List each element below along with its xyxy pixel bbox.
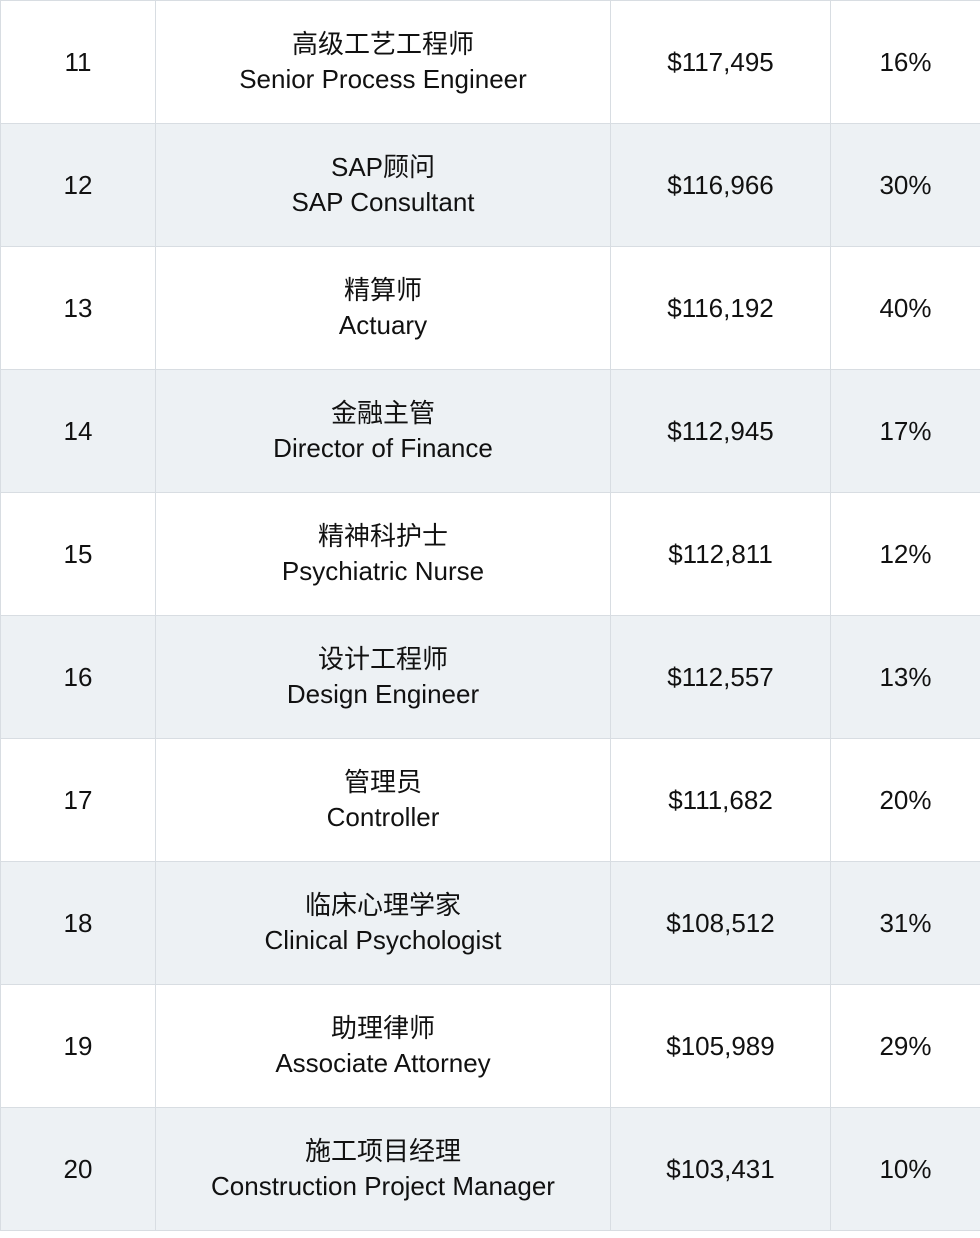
title-cell: SAP顾问SAP Consultant — [156, 124, 611, 247]
title-cn: 精神科护士 — [156, 519, 610, 554]
salary-cell: $111,682 — [611, 739, 831, 862]
title-cn: 施工项目经理 — [156, 1134, 610, 1169]
title-en: Associate Attorney — [156, 1046, 610, 1081]
title-cell: 精神科护士Psychiatric Nurse — [156, 493, 611, 616]
rank-cell: 16 — [1, 616, 156, 739]
title-en: Controller — [156, 800, 610, 835]
title-cn: 助理律师 — [156, 1011, 610, 1046]
title-cn: 金融主管 — [156, 396, 610, 431]
title-en: Clinical Psychologist — [156, 923, 610, 958]
title-cn: 管理员 — [156, 765, 610, 800]
title-cn: 临床心理学家 — [156, 888, 610, 923]
percent-cell: 40% — [831, 247, 980, 370]
title-cell: 精算师Actuary — [156, 247, 611, 370]
percent-cell: 17% — [831, 370, 980, 493]
rank-cell: 14 — [1, 370, 156, 493]
table-row: 16设计工程师Design Engineer$112,55713% — [1, 616, 980, 739]
percent-cell: 20% — [831, 739, 980, 862]
title-en: Design Engineer — [156, 677, 610, 712]
title-cn: 高级工艺工程师 — [156, 27, 610, 62]
percent-cell: 10% — [831, 1108, 980, 1231]
table-row: 11高级工艺工程师Senior Process Engineer$117,495… — [1, 1, 980, 124]
salary-cell: $112,557 — [611, 616, 831, 739]
title-cell: 管理员Controller — [156, 739, 611, 862]
title-en: Senior Process Engineer — [156, 62, 610, 97]
table-row: 18临床心理学家Clinical Psychologist$108,51231% — [1, 862, 980, 985]
table-row: 17管理员Controller$111,68220% — [1, 739, 980, 862]
salary-cell: $112,811 — [611, 493, 831, 616]
salary-cell: $117,495 — [611, 1, 831, 124]
title-en: Actuary — [156, 308, 610, 343]
table-row: 15精神科护士Psychiatric Nurse$112,81112% — [1, 493, 980, 616]
salary-cell: $116,192 — [611, 247, 831, 370]
table-row: 19助理律师Associate Attorney$105,98929% — [1, 985, 980, 1108]
title-cn: 精算师 — [156, 273, 610, 308]
title-cell: 施工项目经理Construction Project Manager — [156, 1108, 611, 1231]
percent-cell: 31% — [831, 862, 980, 985]
rank-cell: 20 — [1, 1108, 156, 1231]
salary-cell: $103,431 — [611, 1108, 831, 1231]
table-row: 14金融主管Director of Finance$112,94517% — [1, 370, 980, 493]
title-en: Construction Project Manager — [156, 1169, 610, 1204]
title-cell: 临床心理学家Clinical Psychologist — [156, 862, 611, 985]
percent-cell: 16% — [831, 1, 980, 124]
table-row: 13精算师Actuary$116,19240% — [1, 247, 980, 370]
rank-cell: 17 — [1, 739, 156, 862]
rank-cell: 13 — [1, 247, 156, 370]
rank-cell: 12 — [1, 124, 156, 247]
title-cell: 助理律师Associate Attorney — [156, 985, 611, 1108]
title-cell: 金融主管Director of Finance — [156, 370, 611, 493]
title-en: Psychiatric Nurse — [156, 554, 610, 589]
table-row: 12SAP顾问SAP Consultant$116,96630% — [1, 124, 980, 247]
title-cell: 设计工程师Design Engineer — [156, 616, 611, 739]
salary-cell: $116,966 — [611, 124, 831, 247]
percent-cell: 12% — [831, 493, 980, 616]
title-cn: 设计工程师 — [156, 642, 610, 677]
title-cell: 高级工艺工程师Senior Process Engineer — [156, 1, 611, 124]
salary-cell: $105,989 — [611, 985, 831, 1108]
rank-cell: 15 — [1, 493, 156, 616]
rank-cell: 11 — [1, 1, 156, 124]
salary-cell: $108,512 — [611, 862, 831, 985]
title-cn: SAP顾问 — [156, 150, 610, 185]
table-row: 20施工项目经理Construction Project Manager$103… — [1, 1108, 980, 1231]
title-en: Director of Finance — [156, 431, 610, 466]
salary-cell: $112,945 — [611, 370, 831, 493]
title-en: SAP Consultant — [156, 185, 610, 220]
rank-cell: 19 — [1, 985, 156, 1108]
percent-cell: 29% — [831, 985, 980, 1108]
salary-table: 11高级工艺工程师Senior Process Engineer$117,495… — [0, 0, 980, 1231]
percent-cell: 13% — [831, 616, 980, 739]
rank-cell: 18 — [1, 862, 156, 985]
percent-cell: 30% — [831, 124, 980, 247]
